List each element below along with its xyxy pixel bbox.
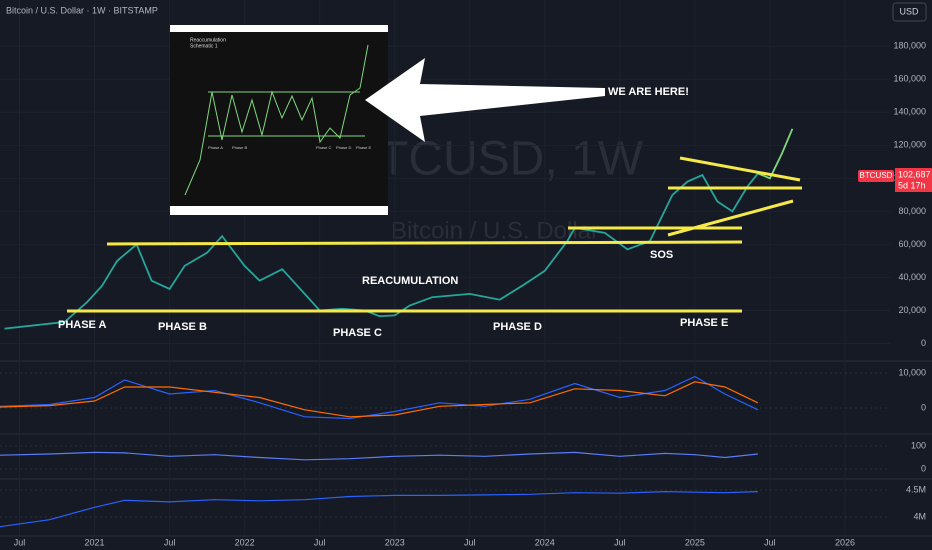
annotation: PHASE B	[158, 321, 207, 333]
trend-line	[667, 199, 794, 237]
y-tick-label: 120,000	[893, 140, 926, 150]
x-tick-label: Jul	[614, 537, 626, 547]
series-line	[0, 375, 759, 420]
y-tick-label: 60,000	[898, 239, 926, 249]
x-tick-label: 2026	[835, 537, 855, 547]
y-tick-label: 140,000	[893, 107, 926, 117]
inset-title: Reaccumulation	[190, 37, 226, 43]
x-tick-label: Jul	[464, 537, 476, 547]
inset-subtitle: Schematic 1	[190, 43, 218, 49]
inset-phase: Phase C	[316, 145, 331, 150]
watermark-name: Bitcoin / U.S. Dollar	[391, 217, 599, 244]
x-tick-label: Jul	[764, 537, 776, 547]
price-tag: BTCUSD 102,687 5d 17h	[858, 168, 932, 192]
y-tick-label: 0	[921, 402, 926, 412]
inset-phase: Phase E	[356, 145, 371, 150]
inset-phase: Phase D	[336, 145, 351, 150]
currency[interactable]: USD	[899, 6, 919, 16]
price-tag-price: 102,687	[898, 169, 931, 179]
y-tick-label: 100	[911, 440, 926, 450]
drawings	[67, 156, 802, 313]
series-line	[0, 381, 759, 418]
currency-button[interactable]	[892, 2, 927, 22]
x-tick-label: 2024	[535, 537, 555, 547]
x-tick-label: Jul	[14, 537, 26, 547]
header-symbol: Bitcoin / U.S. Dollar · 1W · BITSTAMP	[6, 5, 158, 15]
annotation: PHASE A	[58, 319, 107, 331]
price-tag-symbol-bg	[858, 170, 894, 182]
y-tick-label: 0	[921, 463, 926, 473]
price-tag-bg	[895, 168, 932, 192]
x-tick-label: 2021	[85, 537, 105, 547]
annotation: SOS	[650, 249, 673, 261]
inset-phase: Phase B	[232, 145, 247, 150]
price-tag-countdown: 5d 17h	[898, 180, 926, 190]
inset-schematic	[184, 44, 369, 196]
y-tick-label: 180,000	[893, 41, 926, 51]
inset: Reaccumulation Schematic 1 Phase A Phase…	[170, 25, 388, 215]
series-line	[757, 128, 794, 180]
y-tick-label: 40,000	[898, 272, 926, 282]
annotation: WE ARE HERE!	[608, 86, 689, 98]
inset-phase: Phase A	[208, 145, 223, 150]
annotation: REACUMULATION	[362, 275, 458, 287]
x-tick-label: Jul	[164, 537, 176, 547]
series-line	[0, 451, 758, 461]
y-tick-label: 4M	[913, 511, 926, 521]
price-tag-symbol: BTCUSD	[860, 171, 893, 180]
y-tick-label: 80,000	[898, 206, 926, 216]
range-line	[106, 240, 743, 246]
y-tick-label: 10,000	[898, 367, 926, 377]
annotation: PHASE E	[680, 317, 728, 329]
x-tick-label: 2025	[685, 537, 705, 547]
y-tick-label: 4.5M	[906, 484, 926, 494]
annotation: PHASE D	[493, 321, 542, 333]
x-tick-label: 2023	[385, 537, 405, 547]
y-tick-label: 20,000	[898, 305, 926, 315]
trend-line	[679, 156, 801, 182]
inset-panel	[170, 32, 388, 206]
y-tick-label: 0	[921, 338, 926, 348]
watermark-ticker: BTCUSD, 1W	[347, 133, 644, 186]
x-tick-label: 2022	[235, 537, 255, 547]
arrow	[365, 58, 605, 142]
series-line	[4, 172, 759, 330]
x-tick-label: Jul	[314, 537, 326, 547]
y-tick-label: 160,000	[893, 74, 926, 84]
annotation: PHASE C	[333, 327, 382, 339]
series-line	[0, 490, 758, 528]
